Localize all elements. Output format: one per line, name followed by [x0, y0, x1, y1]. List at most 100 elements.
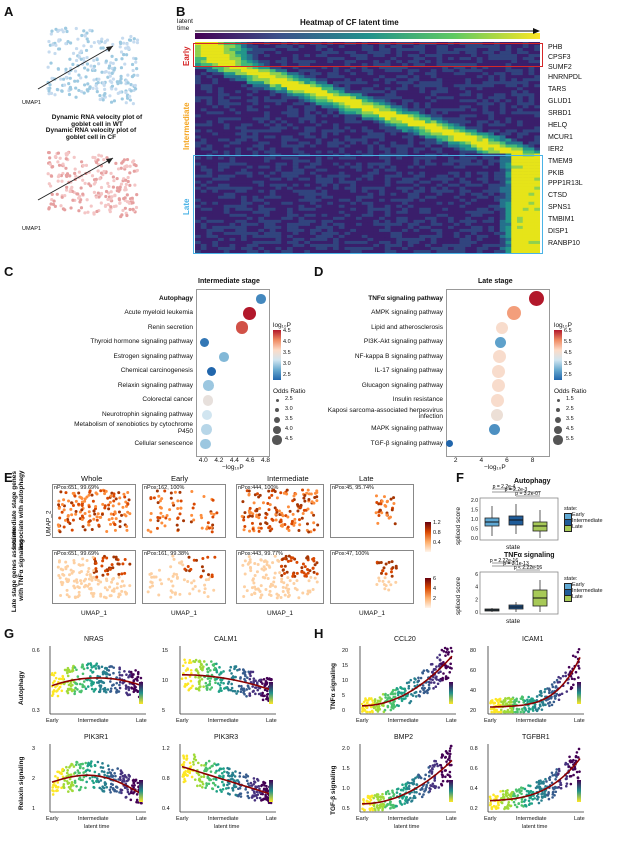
heatmap-cell: [356, 132, 363, 136]
heatmap-cell: [252, 156, 259, 160]
cf-cell-dot: [89, 204, 93, 208]
heatmap-cell: [373, 120, 380, 124]
heatmap-cell: [517, 123, 524, 127]
heatmap-cell: [379, 234, 386, 239]
heatmap-cell: [442, 120, 449, 124]
heatmap-cell: [384, 183, 391, 187]
heatmap-cell: [333, 159, 340, 163]
heatmap-cell: [264, 57, 271, 61]
heatmap-cell: [321, 75, 328, 79]
heatmap-cell: [436, 60, 443, 64]
heatmap-cell: [522, 129, 529, 133]
heatmap-cell: [522, 180, 529, 184]
heatmap-cell: [476, 111, 483, 115]
heatmap-cell: [407, 75, 414, 79]
heatmap-cell: [430, 198, 437, 203]
heatmap-cell: [396, 240, 403, 245]
heatmap-cell: [511, 81, 518, 85]
heatmap-cell: [442, 204, 449, 209]
heatmap-cell: [200, 228, 207, 233]
heatmap-cell: [206, 147, 213, 151]
heatmap-cell: [361, 144, 368, 148]
heatmap-cell: [471, 54, 478, 58]
heatmap-cell: [292, 204, 299, 209]
heatmap-cell: [488, 210, 495, 215]
heatmap-cell: [499, 108, 506, 112]
heatmap-cell: [413, 123, 420, 127]
heatmap-cell: [522, 228, 529, 233]
heatmap-cell: [195, 150, 202, 154]
heatmap-cell: [430, 57, 437, 61]
heatmap-cell: [269, 189, 276, 194]
heatmap-cell: [459, 216, 466, 221]
heatmap-cell: [413, 189, 420, 194]
heatmap-cell: [229, 228, 236, 233]
heatmap-cell: [396, 48, 403, 52]
heatmap-cell: [459, 228, 466, 233]
heatmap-cell: [235, 216, 242, 221]
wt-cell-dot: [94, 83, 98, 88]
heatmap-cell: [384, 189, 391, 194]
umap-cell: [109, 512, 113, 516]
heatmap-cell: [534, 147, 540, 151]
wt-cell-dot: [135, 38, 140, 42]
heatmap-cell: [275, 162, 282, 166]
heatmap-cell: [321, 84, 328, 88]
heatmap-cell: [402, 159, 409, 163]
heatmap-cell: [488, 123, 495, 127]
heatmap-cell: [275, 108, 282, 112]
heatmap-cell: [327, 159, 334, 163]
heatmap-cell: [235, 144, 242, 148]
heatmap-cell: [327, 72, 334, 76]
heatmap-cell: [264, 234, 271, 239]
heatmap-cell: [241, 114, 248, 118]
heatmap-cell: [310, 111, 317, 115]
heatmap-cell: [453, 63, 460, 67]
heatmap-cell: [206, 219, 213, 224]
npos-label: nPos:651, 99.69%: [54, 485, 99, 491]
heatmap-cell: [534, 231, 540, 236]
heatmap-cell: [453, 228, 460, 233]
heatmap-cell: [384, 108, 391, 112]
heatmap-cell: [281, 201, 288, 206]
heatmap-cell: [315, 111, 322, 115]
heatmap-cell: [218, 237, 225, 242]
heatmap-cell: [459, 69, 466, 73]
heatmap-cell: [287, 228, 294, 233]
heatmap-cell: [287, 84, 294, 88]
heatmap-cell: [402, 234, 409, 239]
wt-cell-dot: [132, 40, 136, 44]
heatmap-cell: [333, 120, 340, 124]
umap-cell: [87, 510, 91, 514]
heatmap-cell: [528, 132, 535, 136]
heatmap-cell: [212, 99, 219, 103]
heatmap-cell: [459, 213, 466, 218]
heatmap-cell: [413, 213, 420, 218]
heatmap-cell: [321, 156, 328, 160]
cf-cell-dot: [125, 157, 130, 162]
heatmap-cell: [361, 48, 368, 52]
heatmap-cell: [258, 219, 265, 224]
heatmap-cell: [425, 246, 432, 251]
heatmap-cell: [373, 114, 380, 118]
heatmap-cell: [396, 105, 403, 109]
heatmap-cell: [264, 123, 271, 127]
heatmap-cell: [373, 72, 380, 76]
heatmap-cell: [195, 78, 202, 82]
heatmap-cell: [356, 174, 363, 178]
heatmap-cell: [471, 96, 478, 100]
heatmap-cell: [200, 165, 207, 169]
heatmap-cell: [361, 99, 368, 103]
heatmap-cell: [534, 168, 540, 172]
heatmap-cell: [241, 87, 248, 91]
pathway-label: Chemical carcinogenesis: [120, 367, 193, 375]
heatmap-cell: [367, 54, 374, 58]
heatmap-cell: [522, 99, 529, 103]
heatmap-cell: [534, 93, 540, 97]
heatmap-cell: [373, 162, 380, 166]
heatmap-cell: [534, 201, 540, 206]
heatmap-cell: [218, 72, 225, 76]
heatmap-cell: [246, 51, 253, 55]
heatmap-cell: [407, 162, 414, 166]
heatmap-cell: [419, 195, 426, 200]
